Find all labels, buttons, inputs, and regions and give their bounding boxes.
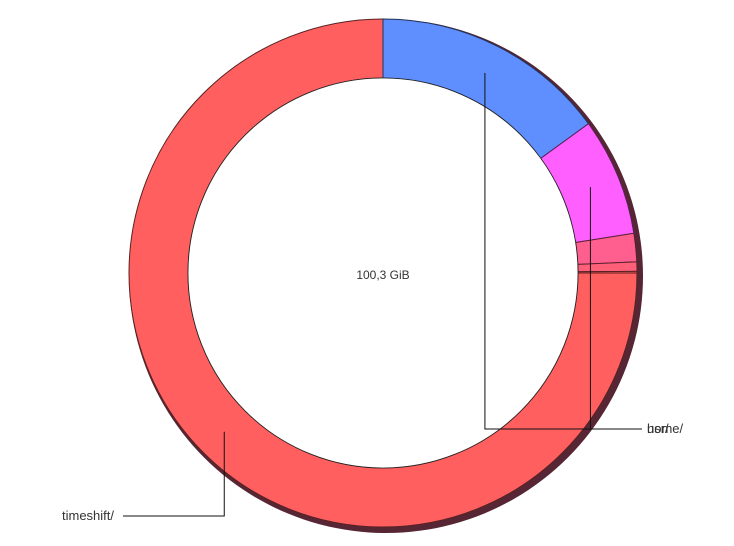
leader-line-timeshift <box>123 431 225 517</box>
donut-hole <box>187 77 579 469</box>
donut-slices <box>128 18 643 533</box>
leader-line-home <box>484 72 642 430</box>
slice-labels: timeshift/home/usr/ <box>62 72 684 523</box>
leader-line-usr <box>589 187 642 430</box>
slice-label-timeshift: timeshift/ <box>62 508 114 523</box>
slice-label-usr: usr/ <box>647 421 669 436</box>
center-total-label: 100,3 GiB <box>356 268 409 282</box>
slice-small-5[interactable] <box>577 270 638 274</box>
slice-label-home: home/ <box>647 421 684 436</box>
